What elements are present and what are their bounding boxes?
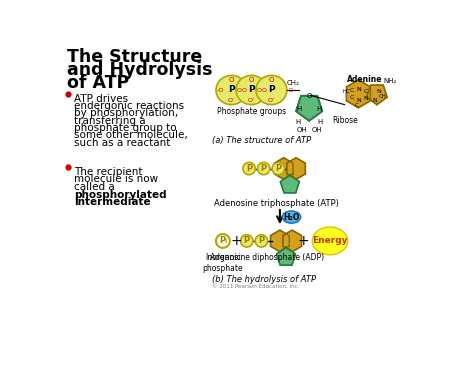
Text: O: O	[307, 93, 312, 99]
Text: C: C	[350, 88, 355, 92]
Text: H: H	[317, 106, 322, 112]
Text: Phosphate groups: Phosphate groups	[217, 107, 286, 116]
Text: O: O	[241, 88, 246, 92]
Polygon shape	[367, 85, 387, 105]
Text: H: H	[317, 119, 322, 125]
Text: O: O	[269, 77, 274, 83]
Text: O⁻: O⁻	[267, 97, 275, 103]
Text: P: P	[248, 85, 255, 95]
Text: phosphorylated: phosphorylated	[74, 190, 167, 200]
Text: OH: OH	[296, 127, 307, 133]
Text: H₂O: H₂O	[283, 212, 300, 222]
Text: H: H	[296, 119, 301, 125]
Text: Adenine: Adenine	[347, 74, 383, 84]
Text: Energy: Energy	[312, 237, 348, 245]
Circle shape	[257, 162, 270, 175]
Text: intermediate: intermediate	[74, 197, 151, 207]
Text: O: O	[256, 88, 262, 92]
Text: P: P	[228, 85, 235, 95]
Text: (b) The hydrolysis of ATP: (b) The hydrolysis of ATP	[212, 275, 316, 284]
Text: The Structure: The Structure	[66, 48, 202, 66]
Text: P: P	[275, 164, 282, 173]
Text: Adenosine diphosphate (ADP): Adenosine diphosphate (ADP)	[210, 253, 324, 262]
Text: and Hydrolysis: and Hydrolysis	[66, 61, 212, 79]
Text: +: +	[230, 234, 242, 248]
Text: ATP drives: ATP drives	[74, 94, 128, 104]
Text: P: P	[268, 85, 275, 95]
Ellipse shape	[282, 211, 301, 223]
Text: Pᵢ: Pᵢ	[219, 237, 227, 245]
Polygon shape	[276, 247, 296, 265]
Polygon shape	[281, 175, 300, 193]
Text: C: C	[364, 89, 368, 94]
Text: P: P	[246, 164, 252, 173]
Text: -O: -O	[217, 88, 224, 92]
Text: of ATP: of ATP	[66, 74, 129, 92]
Text: N: N	[364, 96, 368, 101]
Text: P: P	[258, 237, 264, 245]
Circle shape	[272, 162, 284, 175]
Polygon shape	[296, 96, 322, 121]
Circle shape	[216, 234, 230, 248]
Text: N: N	[356, 97, 361, 103]
Text: O: O	[249, 77, 254, 83]
Text: N: N	[356, 87, 361, 92]
Polygon shape	[346, 80, 370, 108]
Text: Ribose: Ribose	[332, 116, 358, 125]
Text: HC: HC	[342, 89, 350, 94]
Text: CH: CH	[379, 94, 387, 99]
Text: H: H	[297, 106, 302, 112]
Text: C: C	[355, 103, 359, 108]
Text: phosphate group to: phosphate group to	[74, 123, 177, 133]
Text: O: O	[228, 77, 234, 83]
Text: P: P	[261, 164, 267, 173]
Text: Adenosine triphosphate (ATP): Adenosine triphosphate (ATP)	[214, 199, 338, 208]
Circle shape	[243, 162, 255, 175]
Text: -O: -O	[287, 88, 294, 92]
Text: (a) The structure of ATP: (a) The structure of ATP	[212, 136, 311, 145]
Text: NH₂: NH₂	[383, 78, 396, 84]
Text: called a: called a	[74, 182, 115, 192]
Ellipse shape	[236, 75, 267, 105]
Polygon shape	[274, 158, 293, 179]
Text: CH₂: CH₂	[287, 80, 300, 86]
Ellipse shape	[216, 75, 247, 105]
Circle shape	[255, 235, 267, 247]
Text: OH: OH	[311, 127, 322, 133]
Polygon shape	[283, 230, 301, 252]
Text: O: O	[237, 88, 242, 92]
Text: some other molecule,: some other molecule,	[74, 130, 188, 141]
Text: molecule is now: molecule is now	[74, 174, 158, 184]
Text: O⁻: O⁻	[227, 97, 236, 103]
Text: +: +	[298, 234, 310, 248]
Ellipse shape	[256, 75, 287, 105]
Polygon shape	[271, 230, 289, 252]
Polygon shape	[287, 158, 305, 179]
Text: C: C	[350, 95, 355, 100]
Text: Inorganic
phosphate: Inorganic phosphate	[202, 253, 243, 273]
Text: © 2011 Pearson Education, Inc.: © 2011 Pearson Education, Inc.	[212, 284, 300, 289]
Text: O⁻: O⁻	[247, 97, 255, 103]
Text: P: P	[244, 237, 250, 245]
Text: N: N	[376, 89, 381, 94]
Text: endergonic reactions: endergonic reactions	[74, 101, 184, 111]
Text: transferring a: transferring a	[74, 116, 146, 126]
Text: O: O	[261, 88, 266, 92]
Text: such as a reactant: such as a reactant	[74, 138, 171, 148]
Ellipse shape	[312, 227, 347, 255]
Text: N: N	[372, 98, 377, 103]
Text: The recipient: The recipient	[74, 167, 143, 177]
Text: by phosphorylation,: by phosphorylation,	[74, 108, 178, 119]
Circle shape	[241, 235, 253, 247]
